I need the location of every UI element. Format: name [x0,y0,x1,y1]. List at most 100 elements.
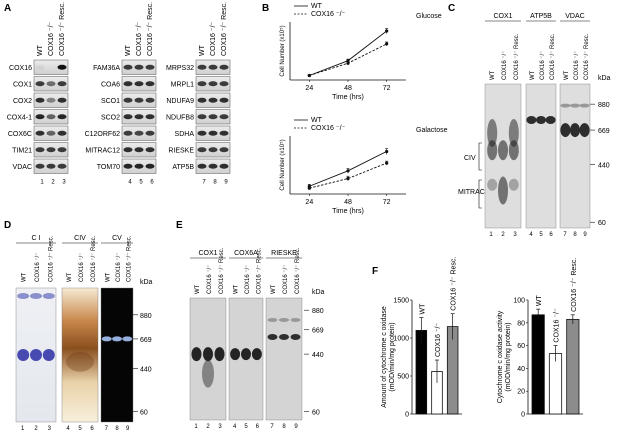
blot-band [197,64,207,70]
blot-band [35,147,45,153]
blot-band [123,147,133,153]
blot-band [134,81,144,87]
kda-label: kDa [312,289,325,296]
gel-band [560,123,571,138]
group-title: CV [112,235,122,242]
chart-title: Glucose [416,13,442,20]
y-tick-label: 500 [397,374,409,381]
blot-band [57,163,67,169]
gel-band [498,176,508,205]
gel-band [290,334,301,341]
y-axis-label: Cell Number (x10⁵) [279,139,286,190]
blot-band [57,97,67,103]
lane-number: 5 [78,426,82,432]
x-tick-label: 48 [344,199,352,206]
column-header: COX16 ⁻/⁻ [35,253,41,282]
gel-band [191,347,202,362]
blot-band [46,130,56,136]
panel-letter: C [448,3,455,14]
protein-label: COX1 [13,82,32,89]
panel-letter: F [372,266,378,277]
legend-label: WT [311,3,323,10]
gel-band [579,123,590,138]
protein-label: NDUFA9 [166,98,194,105]
column-header: WT [37,44,44,56]
blot-band [197,163,207,169]
bar [548,353,563,415]
blot-band [57,114,67,120]
blot-band [123,130,133,136]
marker-label: 60 [312,409,320,416]
lane-number: 6 [150,180,154,186]
lane-number: 7 [105,426,109,432]
gel-band [214,347,225,362]
blot-band [197,114,207,120]
blot-band [145,147,155,153]
gel-lane-block [559,83,591,229]
gel-band [487,140,498,161]
marker-label: 60 [140,409,148,416]
x-tick-label: 72 [383,199,391,206]
gel-band [267,317,278,322]
in-gel-activity-d: C I WT COX16 ⁻/⁻ COX16 ⁻/⁻ Resc. 1 2 3 CIV WT COX… [15,235,153,432]
bar-chart-amount: 0 500 1000 1500 Amount of cytochrome c oxida… [381,257,462,419]
lane-number: 1 [194,424,198,430]
gel-band [17,293,30,300]
gel-band [487,118,498,147]
bar [446,326,459,415]
blot-band [123,81,133,87]
blot-strip [33,92,69,108]
gel-band [579,103,590,108]
blot-band [145,163,155,169]
blot-band [208,114,218,120]
column-header: COX16 ⁻/⁻ Resc. [48,235,54,282]
column-header: COX16 ⁻/⁻ Resc. [584,33,590,80]
protein-label: COX2 [13,98,32,105]
lane-number: 5 [244,424,248,430]
protein-label: SCO2 [101,115,120,122]
marker-label: 880 [312,308,324,315]
gel-band [230,348,241,361]
y-axis-label: (mOD/min/mg protein) [505,322,512,391]
x-tick-label: 24 [305,199,313,206]
gel-band [560,103,571,108]
band-label: MITRAC [458,189,485,196]
data-point [346,169,350,173]
legend-label: COX16 ⁻/⁻ [311,125,346,132]
protein-label: COX6C [8,131,32,138]
blot-band [57,130,67,136]
growth-chart-glucose: 24 48 72 Time (hrs) Cell Number (x10⁵) Glucos… [279,3,442,101]
blot-band [208,147,218,153]
blot-band [208,81,218,87]
column-header: COX16 ⁻/⁻ [136,21,143,56]
column-header: COX16 ⁻/⁻ Resc. [550,33,556,80]
column-header: COX16 ⁻/⁻ [245,265,251,294]
blot-band [219,81,229,87]
category-label: COX16 ⁻/⁻ [554,308,561,343]
gel-band [536,116,546,124]
growth-chart-galactose: 24 48 72 Time (hrs) Cell Number (x10⁵) Galact… [279,117,448,215]
column-header: COX16 ⁻/⁻ [79,253,85,282]
lane-number: 6 [256,424,260,430]
category-label: COX16 ⁻/⁻ [435,323,442,358]
column-header: WT [530,70,536,80]
column-header: WT [564,70,570,80]
blot-band [197,130,207,136]
gel-band [570,123,580,138]
column-header: COX16 ⁻/⁻ [502,51,508,80]
column-header: COX16 ⁻/⁻ [210,21,217,56]
gel-band [202,359,214,388]
lane-number: 4 [529,232,533,238]
blot-band [134,64,144,70]
lane-number: 6 [549,232,553,238]
blot-band [145,130,155,136]
panel-letter: A [4,3,11,14]
blot-band [219,163,229,169]
lane-number: 4 [128,180,132,186]
bar [566,318,580,415]
data-point [346,176,350,181]
lane-number: 1 [40,180,44,186]
blot-band [208,64,218,70]
blot-band [145,97,155,103]
